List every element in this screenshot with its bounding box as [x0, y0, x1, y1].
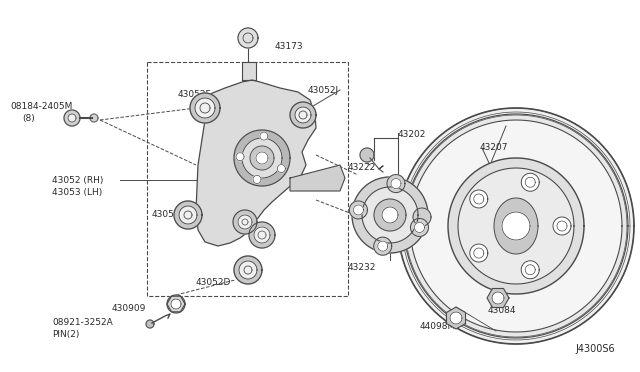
Polygon shape [90, 114, 98, 122]
Polygon shape [352, 177, 428, 253]
Polygon shape [254, 227, 270, 243]
Polygon shape [353, 205, 364, 215]
Polygon shape [256, 152, 268, 164]
Polygon shape [196, 80, 316, 246]
Polygon shape [458, 168, 574, 284]
Polygon shape [553, 217, 571, 235]
Polygon shape [450, 312, 462, 324]
Text: 43084: 43084 [488, 306, 516, 315]
Polygon shape [234, 130, 290, 186]
Polygon shape [233, 210, 257, 234]
Text: 430909: 430909 [112, 304, 147, 313]
Polygon shape [362, 187, 418, 243]
Polygon shape [360, 148, 374, 162]
Text: 43052F: 43052F [178, 90, 212, 99]
Polygon shape [277, 164, 285, 173]
Polygon shape [415, 222, 424, 232]
Polygon shape [238, 28, 258, 48]
Polygon shape [502, 212, 530, 240]
Polygon shape [171, 299, 181, 309]
Polygon shape [190, 93, 220, 123]
Polygon shape [242, 138, 282, 178]
Polygon shape [374, 199, 406, 231]
Polygon shape [290, 102, 316, 128]
Polygon shape [448, 158, 584, 294]
Polygon shape [242, 62, 256, 80]
Polygon shape [378, 241, 388, 251]
Text: PIN(2): PIN(2) [52, 330, 79, 339]
Polygon shape [260, 132, 268, 140]
Text: 43173: 43173 [275, 42, 303, 51]
Polygon shape [447, 307, 465, 329]
Polygon shape [68, 114, 76, 122]
Polygon shape [387, 174, 405, 193]
Text: (8): (8) [22, 114, 35, 123]
Polygon shape [238, 215, 252, 229]
Polygon shape [234, 256, 262, 284]
Text: 43052 (RH): 43052 (RH) [52, 176, 104, 185]
Polygon shape [236, 153, 244, 161]
Polygon shape [410, 218, 428, 237]
Polygon shape [492, 292, 504, 304]
Polygon shape [521, 173, 540, 191]
Polygon shape [374, 237, 392, 255]
Polygon shape [146, 320, 154, 328]
Text: 08921-3252A: 08921-3252A [52, 318, 113, 327]
Polygon shape [349, 201, 367, 219]
Polygon shape [470, 190, 488, 208]
Text: 43052J: 43052J [308, 86, 339, 95]
Polygon shape [250, 146, 274, 170]
Polygon shape [487, 288, 509, 308]
Polygon shape [174, 201, 202, 229]
Text: 44098M: 44098M [420, 322, 456, 331]
Text: J4300S6: J4300S6 [575, 344, 615, 354]
Polygon shape [521, 261, 539, 279]
Text: 43052E: 43052E [152, 210, 186, 219]
Bar [147, 62, 348, 296]
Polygon shape [398, 108, 634, 344]
Text: 43053 (LH): 43053 (LH) [52, 188, 102, 197]
Polygon shape [195, 98, 215, 118]
Polygon shape [404, 114, 628, 338]
Polygon shape [410, 120, 622, 332]
Text: 43207: 43207 [480, 143, 509, 152]
Polygon shape [167, 295, 185, 313]
Polygon shape [64, 110, 80, 126]
Polygon shape [382, 207, 398, 223]
Text: 43222: 43222 [348, 163, 376, 172]
Polygon shape [249, 222, 275, 248]
Text: 43202: 43202 [398, 130, 426, 139]
Polygon shape [494, 198, 538, 254]
Text: 08184-2405M: 08184-2405M [10, 102, 72, 111]
Polygon shape [253, 176, 261, 183]
Polygon shape [179, 206, 197, 224]
Polygon shape [290, 165, 345, 191]
Text: 43052D: 43052D [196, 278, 232, 287]
Polygon shape [413, 208, 431, 226]
Polygon shape [239, 261, 257, 279]
Polygon shape [295, 107, 311, 123]
Text: 43232: 43232 [348, 263, 376, 272]
Polygon shape [470, 244, 488, 262]
Polygon shape [391, 179, 401, 189]
